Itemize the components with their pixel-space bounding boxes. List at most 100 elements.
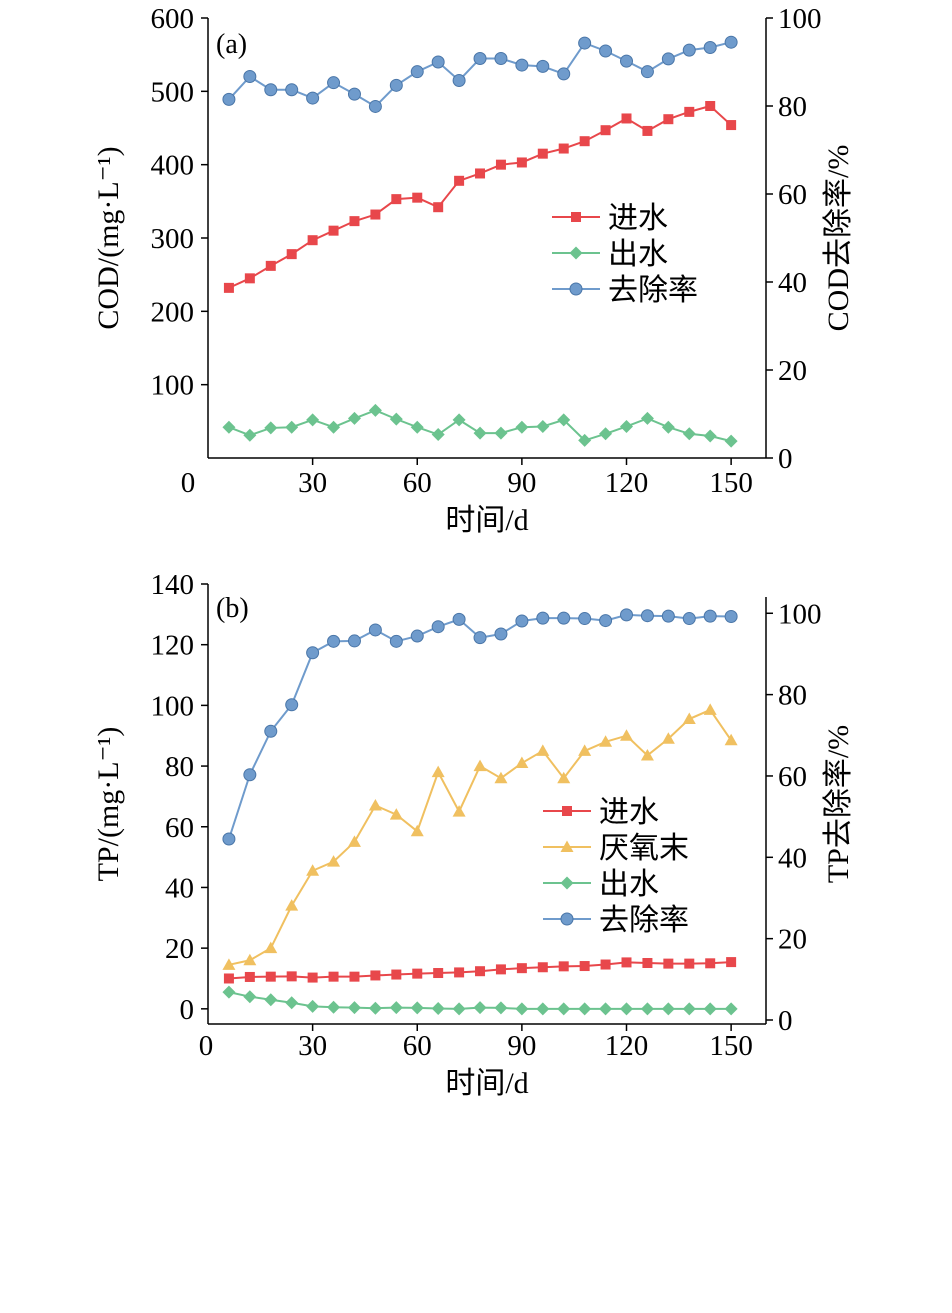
x-tick-label: 60 <box>403 467 432 499</box>
data-point <box>370 209 381 220</box>
data-point <box>558 961 569 972</box>
data-point <box>347 1001 361 1015</box>
data-point <box>223 282 234 293</box>
data-point <box>620 54 633 68</box>
data-point <box>264 993 278 1007</box>
data-point <box>391 969 402 980</box>
data-point <box>663 114 674 125</box>
data-point <box>663 958 674 969</box>
data-point <box>516 157 527 168</box>
data-point <box>452 1002 466 1016</box>
x-axis-title: 时间/d <box>445 504 528 537</box>
y2-tick-label: 100 <box>778 3 822 35</box>
data-point <box>327 1000 341 1014</box>
y2-tick-label: 60 <box>778 179 807 211</box>
data-point <box>536 419 550 433</box>
data-point <box>557 771 571 784</box>
data-point <box>661 420 675 434</box>
data-point <box>327 76 341 90</box>
data-point <box>349 216 360 227</box>
data-point <box>243 953 257 966</box>
data-point <box>578 1002 592 1016</box>
data-point <box>557 1002 571 1016</box>
data-point <box>265 971 276 982</box>
data-point <box>557 413 571 427</box>
y-axis-title: TP/(mg·L⁻¹) <box>92 727 125 882</box>
data-point <box>431 765 445 778</box>
y2-tick-label: 0 <box>778 1005 793 1037</box>
data-point <box>515 58 529 72</box>
series-removal <box>222 608 738 846</box>
y2-tick-label: 20 <box>778 355 807 387</box>
x-tick-label: 60 <box>403 1030 432 1062</box>
data-point <box>412 192 423 203</box>
data-point <box>264 724 278 738</box>
data-point <box>306 413 320 427</box>
legend-entry: 出水 <box>552 237 668 272</box>
data-point <box>557 611 571 625</box>
data-point <box>682 427 696 441</box>
data-point <box>703 609 717 623</box>
data-point <box>349 971 360 982</box>
data-point <box>473 426 487 440</box>
data-point <box>515 420 529 434</box>
y2-tick-label: 40 <box>778 267 807 299</box>
y2-axis-title: COD去除率/% <box>822 145 855 332</box>
series-effluent <box>222 985 738 1016</box>
data-point <box>516 963 527 974</box>
legend-label: 进水 <box>608 201 668 236</box>
legend-label: 出水 <box>599 867 659 902</box>
data-point <box>726 957 737 968</box>
data-point <box>389 634 403 648</box>
data-point <box>703 40 717 54</box>
data-point <box>410 1001 424 1015</box>
series-influent <box>223 101 737 293</box>
data-point <box>599 44 613 58</box>
legend-marker <box>560 912 574 926</box>
data-point <box>368 403 382 417</box>
data-point <box>620 419 633 433</box>
data-point <box>222 420 236 434</box>
data-point <box>452 413 466 427</box>
data-point <box>431 1002 445 1016</box>
series-influent <box>223 957 737 984</box>
data-point <box>682 712 696 725</box>
data-point <box>578 433 592 447</box>
y-tick-label: 100 <box>151 690 195 722</box>
legend-label: 厌氧末 <box>599 831 689 866</box>
data-point <box>328 225 339 236</box>
x-tick-label: 150 <box>709 467 753 499</box>
data-point <box>370 970 381 981</box>
data-point <box>285 83 299 97</box>
series-anaerobic_end <box>222 703 738 970</box>
data-point <box>642 958 653 969</box>
legend-entry: 厌氧末 <box>543 831 689 866</box>
y2-tick-label: 0 <box>778 443 793 475</box>
data-point <box>285 899 299 911</box>
data-point <box>682 612 696 626</box>
data-point <box>515 756 529 769</box>
x-tick-label: 0 <box>199 1030 214 1062</box>
x-tick-label: 150 <box>709 1030 753 1062</box>
legend-marker <box>569 282 583 296</box>
y-tick-label: 20 <box>165 933 194 965</box>
y2-tick-label: 80 <box>778 91 807 123</box>
data-point <box>452 805 466 817</box>
data-point <box>454 967 465 978</box>
data-point <box>621 957 632 968</box>
legend-entry: 出水 <box>543 867 659 902</box>
data-point <box>243 70 257 84</box>
data-point <box>494 627 508 641</box>
data-point <box>661 609 675 623</box>
data-point <box>222 832 236 846</box>
data-point <box>454 175 465 186</box>
legend-entry: 进水 <box>552 201 668 236</box>
y-tick-label: 200 <box>151 296 195 328</box>
data-point <box>661 1002 675 1016</box>
y-tick-label: 400 <box>151 150 195 182</box>
data-point <box>222 92 236 106</box>
chart-panel-a: 0 30 60 90 120 150 100 200 300 400 500 600 0 20 40 60 80… <box>92 3 855 537</box>
data-point <box>285 420 299 434</box>
x-tick-label: 120 <box>605 467 649 499</box>
